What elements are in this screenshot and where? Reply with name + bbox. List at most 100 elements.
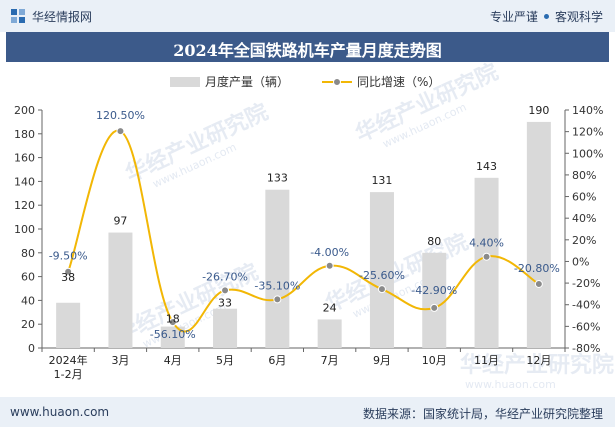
x-tick-label: 12月	[526, 354, 551, 367]
growth-marker	[325, 261, 334, 270]
growth-value-label: -20.80%	[514, 262, 560, 275]
x-tick-label: 10月	[422, 354, 447, 367]
y-right-tick-label: -40%	[572, 299, 600, 312]
legend-line-marker	[333, 78, 341, 86]
x-tick-label: 9月	[373, 354, 391, 367]
x-tick-label-line: 10月	[422, 354, 447, 367]
growth-marker	[482, 252, 491, 261]
bar	[317, 319, 342, 348]
growth-value-label: -4.00%	[310, 246, 349, 259]
bar-value-label: 190	[528, 104, 549, 117]
bar	[56, 302, 81, 348]
growth-marker	[116, 127, 125, 136]
bar-series	[56, 121, 551, 349]
y-left-tick-label: 140	[14, 175, 35, 188]
line-series	[64, 127, 543, 333]
x-tick-label-line: 4月	[164, 354, 182, 367]
bar-value-label: 33	[218, 297, 232, 310]
legend-bar-swatch	[170, 77, 200, 87]
bar	[213, 308, 238, 348]
growth-marker	[377, 285, 386, 294]
y-left-tick-label: 40	[21, 294, 35, 307]
x-tick-label: 5月	[216, 354, 234, 367]
slogan: 专业严谨 客观科学	[490, 8, 603, 25]
bar-value-label: 18	[166, 313, 180, 326]
watermark-url: www.huaon.com	[465, 378, 556, 391]
bar-value-label: 97	[113, 215, 127, 228]
x-tick-label: 3月	[111, 354, 129, 367]
growth-value-label: -42.90%	[411, 284, 457, 297]
x-tick-label-line: 6月	[268, 354, 286, 367]
x-tick-label-line: 9月	[373, 354, 391, 367]
growth-value-label: 4.40%	[469, 237, 504, 250]
y-right-tick-label: 40%	[572, 212, 596, 225]
growth-marker	[534, 279, 543, 288]
growth-value-label: -25.60%	[359, 269, 405, 282]
growth-marker	[64, 267, 73, 276]
y-right-tick-label: 0%	[572, 255, 589, 268]
growth-marker	[168, 318, 177, 327]
axes: 0 20 40 60 80 100 120 140 160 180 200 -80% -60% -40% -…	[14, 104, 603, 381]
x-tick-label-line: 11月	[474, 354, 499, 367]
x-tick-label: 6月	[268, 354, 286, 367]
y-right-tick-label: 140%	[572, 104, 603, 117]
y-right-tick-label: 80%	[572, 169, 596, 182]
bar-value-label: 131	[371, 174, 392, 187]
y-left-tick-label: 80	[21, 247, 35, 260]
legend-bar-label: 月度产量（辆）	[205, 74, 289, 89]
x-tick-label-line: 3月	[111, 354, 129, 367]
legend: 月度产量（辆） 同比增速（%）	[170, 74, 440, 89]
data-labels: 38 97 18 33 133 24 131 80 143 190 -9.50% 120.50% -56…	[49, 104, 560, 341]
bar-value-label: 80	[427, 235, 441, 248]
bar	[422, 252, 447, 348]
brand-name: 华经情报网	[32, 10, 93, 24]
growth-value-label: -26.70%	[202, 270, 248, 283]
bar	[369, 192, 394, 348]
bar	[265, 189, 290, 348]
growth-marker	[273, 295, 282, 304]
slogan-right: 客观科学	[554, 10, 603, 24]
brand-logo-icon	[11, 9, 25, 23]
growth-value-label: -56.10%	[150, 328, 196, 341]
legend-line-label: 同比增速（%）	[357, 75, 440, 89]
bar-value-label: 38	[61, 271, 75, 284]
x-tick-label-line: 5月	[216, 354, 234, 367]
x-tick-label: 4月	[164, 354, 182, 367]
y-left-tick-label: 200	[14, 104, 35, 117]
chart-title: 2024年全国铁路机车产量月度走势图	[173, 41, 442, 60]
title-bar: 2024年全国铁路机车产量月度走势图	[6, 32, 609, 62]
x-tick-label-line: 1-2月	[54, 368, 83, 381]
x-tick-label-line: 7月	[321, 354, 339, 367]
growth-value-label: 120.50%	[96, 109, 145, 122]
bar-value-label: 133	[267, 172, 288, 185]
x-tick-label: 7月	[321, 354, 339, 367]
bar-value-label: 143	[476, 160, 497, 173]
y-right-tick-label: 60%	[572, 191, 596, 204]
footer: www.huaon.com 数据来源：国家统计局，华经产业研究院整理	[0, 397, 615, 427]
bar	[160, 326, 185, 348]
bar-value-label: 24	[323, 301, 337, 314]
growth-value-label: -9.50%	[49, 250, 88, 263]
x-tick-label-line: 12月	[526, 354, 551, 367]
x-tick-label-line: 2024年	[49, 353, 88, 367]
bar	[474, 177, 499, 348]
watermark-text: 华经产业研究院	[460, 352, 614, 378]
y-left-tick-label: 120	[14, 199, 35, 212]
chart-canvas: 华经产业研究院www.huaon.com华经产业研究院www.huaon.com…	[14, 62, 614, 391]
footer-source: 数据来源：国家统计局，华经产业研究院整理	[362, 407, 603, 421]
y-left-tick-label: 0	[28, 342, 35, 355]
y-right-tick-label: -80%	[572, 342, 600, 355]
growth-value-label: -35.10%	[254, 279, 300, 292]
y-left-tick-label: 180	[14, 128, 35, 141]
top-bar: 华经情报网 专业严谨 客观科学	[0, 0, 615, 32]
y-right-tick-label: -20%	[572, 277, 600, 290]
y-right-tick-label: 120%	[572, 126, 603, 139]
growth-marker	[221, 286, 230, 295]
y-right-tick-label: 100%	[572, 147, 603, 160]
footer-website: www.huaon.com	[10, 405, 110, 419]
x-tick-label: 2024年 1-2月	[49, 353, 88, 381]
slogan-dot-icon	[543, 14, 549, 19]
growth-marker	[430, 303, 439, 312]
y-left-tick-label: 60	[21, 271, 35, 284]
